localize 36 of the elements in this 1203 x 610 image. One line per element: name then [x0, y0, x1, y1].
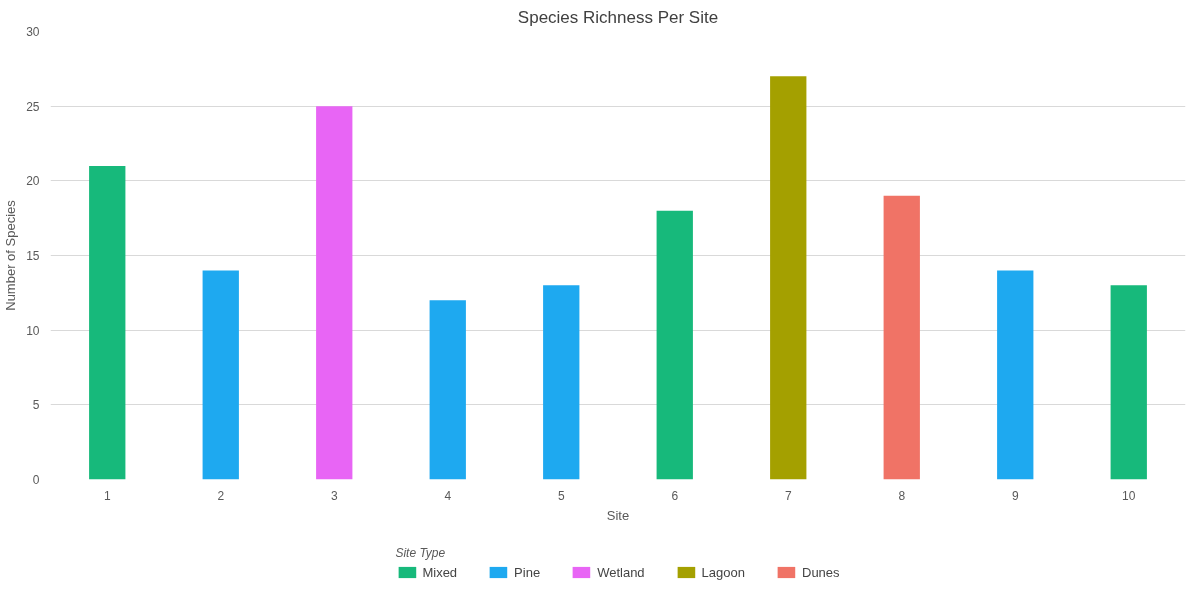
y-axis-title: Number of Species	[3, 199, 19, 311]
bar	[656, 210, 693, 480]
bar	[997, 270, 1034, 480]
y-tick-label: 30	[26, 25, 40, 39]
bar	[543, 285, 580, 480]
bar	[1110, 285, 1147, 480]
x-tick-label: 4	[444, 488, 452, 503]
legend-label: Lagoon	[701, 564, 745, 580]
y-tick-label: 25	[26, 99, 40, 114]
legend-label: Pine	[514, 564, 541, 580]
x-tick-label: 7	[784, 488, 792, 503]
x-tick-label: 1	[103, 488, 111, 503]
legend-label: Dunes	[802, 564, 840, 580]
x-tick-label: 10	[1122, 488, 1136, 503]
bar	[429, 300, 466, 480]
x-axis-title: Site	[606, 507, 630, 523]
x-tick-label: 3	[330, 488, 338, 503]
x-tick-label: 2	[217, 488, 225, 503]
legend-label: Mixed	[422, 564, 458, 580]
x-tick-label: 5	[557, 488, 565, 503]
legend-label: Wetland	[597, 564, 645, 580]
bar	[316, 106, 353, 480]
y-tick-label: 0	[32, 473, 40, 487]
x-tick-label: 8	[898, 488, 906, 503]
bar	[89, 165, 126, 480]
y-tick-label: 20	[26, 174, 40, 189]
chart-title: Species Richness Per Site	[517, 7, 719, 27]
x-tick-label: 9	[1011, 488, 1019, 503]
bar	[883, 195, 920, 480]
x-tick-label: 6	[671, 488, 679, 503]
y-tick-label: 5	[32, 398, 40, 413]
y-tick-label: 10	[26, 323, 40, 338]
bar	[202, 270, 239, 480]
y-tick-label: 15	[26, 249, 40, 263]
bar	[770, 76, 807, 480]
legend-title: Site Type	[395, 545, 447, 560]
